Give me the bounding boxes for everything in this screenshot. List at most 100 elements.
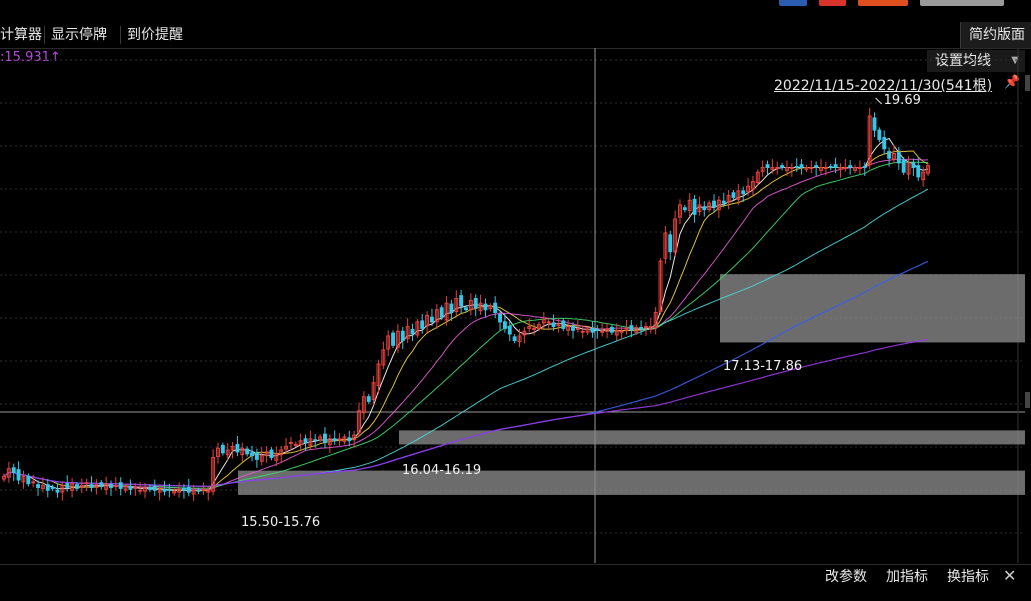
candle-down [429,316,434,323]
candle-up [216,447,220,458]
candle-down [682,207,687,211]
candle-down [254,452,259,460]
candle-up [760,167,765,172]
candle-up [434,309,439,323]
header-button-grey[interactable] [920,0,1004,6]
candle-down [639,326,644,330]
scrollbar-mark[interactable] [1025,75,1030,91]
candle-down [493,302,498,314]
candle-up [819,167,823,171]
candle-down [828,166,833,169]
candle-up [308,438,313,446]
candle-up [823,167,828,170]
candle-down [609,326,614,333]
kline-chart[interactable]: 15.50-15.76 16.04-16.19 17.13-17.86 19.69 [0,48,1025,563]
ma-setting-label: 设置均线 [935,53,991,69]
band-label: 15.50-15.76 [241,515,320,530]
indicator-bar: 改参数 加指标 换指标 ✕ [0,564,1031,589]
candle-down [65,483,70,488]
candle-up [775,167,780,170]
simple-layout-button[interactable]: 简约版面 [960,22,1031,48]
tool-divider [44,26,45,44]
candle-down [862,166,867,169]
candle-up [605,328,609,332]
header-button-orange[interactable] [858,0,908,6]
candle-down [196,489,201,492]
edit-params-button[interactable]: 改参数 [825,569,867,585]
candle-up [838,167,843,170]
candle-down [147,486,152,490]
candle-down [512,336,517,342]
switch-indicator-button[interactable]: 换指标 [947,569,989,585]
candle-up [337,438,342,441]
candle-up [201,488,206,491]
close-icon[interactable]: ✕ [1003,566,1017,585]
candle-up [478,302,483,312]
candle-up [643,326,648,329]
candle-down [313,439,318,442]
candle-up [274,453,279,461]
candle-up [143,487,147,492]
candle-up [663,232,668,259]
candle-up [634,326,639,333]
price-band [720,274,1025,343]
tool-price-alert[interactable]: 到价提醒 [127,27,183,43]
header-button-red[interactable] [819,0,846,6]
candle-up [60,485,65,493]
candle-down [347,437,352,442]
candle-down [668,234,673,253]
ma-line-250 [3,338,929,488]
candle-up [405,326,410,340]
candle-up [707,202,712,211]
candle-up [259,455,264,462]
candle-up [575,327,580,330]
candle-down [366,396,371,402]
top-strip [0,0,1031,22]
candle-down [872,117,877,131]
candle-up [230,445,235,451]
price-readout-value: 15.931 [4,50,50,65]
add-indicator-button[interactable]: 加指标 [886,569,928,585]
candle-down [629,325,634,331]
candle-down [507,326,512,335]
candle-up [785,167,789,171]
candle-down [332,438,337,442]
chart-labels: 15.50-15.76 16.04-16.19 17.13-17.86 19.69 [241,93,921,530]
tool-calculator[interactable]: 计算器 [0,27,42,43]
candle-down [400,330,405,342]
candle-up [293,443,298,446]
tool-divider [120,26,121,44]
candle-up [541,318,546,324]
candle-up [288,442,293,445]
header-button-blue[interactable] [779,0,807,6]
scrollbar-mark[interactable] [1025,392,1030,408]
candle-up [157,488,162,493]
candle-up [750,181,755,190]
candle-up [264,451,269,457]
candlesticks [2,107,930,502]
date-range-link[interactable]: 2022/11/15-2022/11/30(541根) [774,78,993,94]
candle-up [70,483,75,491]
pin-icon[interactable]: 📌 [1004,75,1021,90]
candle-down [250,452,254,457]
candle-up [352,434,357,441]
candle-up [177,488,182,493]
candle-up [31,481,36,484]
candle-up [133,486,138,489]
candle-down [118,482,123,489]
candle-up [653,312,658,328]
chart-toolbar: 计算器 显示停牌 到价提醒 简约版面 [0,22,1031,49]
candle-up [206,489,211,493]
candle-up [736,190,741,200]
candle-down [590,327,595,333]
tool-show-suspended[interactable]: 显示停牌 [51,27,107,43]
price-bands [238,274,1025,495]
candle-down [74,484,79,489]
candle-down [181,487,186,491]
ma-setting-dropdown[interactable]: 设置均线 ▼ [927,50,1025,72]
candle-down [911,162,916,169]
candle-up [673,218,678,253]
candle-up [84,482,89,485]
candle-up [809,167,814,170]
candle-up [853,167,858,171]
